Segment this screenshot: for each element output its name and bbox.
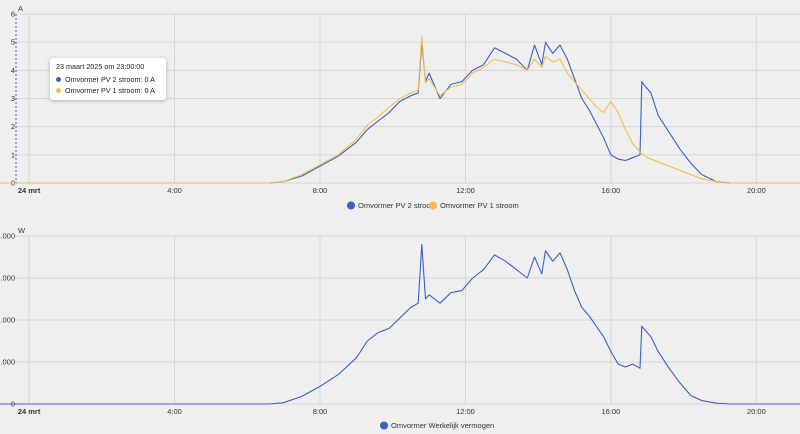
- legend-item[interactable]: Omvormer PV 1 stroom: [429, 201, 519, 210]
- y-tick-label: 1: [11, 150, 15, 159]
- y-tick-label: 5: [11, 38, 15, 47]
- tooltip-row-pv1: Omvormer PV 1 stroom: 0 A: [56, 86, 160, 95]
- legend-dot-icon: [347, 201, 355, 210]
- legend-label: Omvormer Werkelijk vermogen: [391, 421, 494, 430]
- legend-dot-icon: [429, 201, 437, 210]
- series-line-2[interactable]: [0, 35, 800, 184]
- y-tick-label: 3.000: [0, 274, 15, 283]
- x-tick-label: 16:00: [602, 407, 621, 416]
- x-tick-label: 8:00: [313, 186, 328, 195]
- x-tick-label: 4:00: [167, 186, 182, 195]
- y-tick-label: 2.000: [0, 316, 15, 325]
- x-tick-label: 12:00: [456, 186, 475, 195]
- x-tick-label: 12:00: [456, 407, 475, 416]
- x-tick-label: 20:00: [747, 186, 766, 195]
- x-tick-label: 8:00: [313, 407, 328, 416]
- legend-label: Omvormer PV 2 stroom: [358, 201, 437, 210]
- x-tick-label: 4:00: [167, 407, 182, 416]
- series-line-1[interactable]: [0, 243, 800, 405]
- x-tick-label: 24 mrt: [18, 407, 41, 416]
- series-line-1[interactable]: [0, 41, 800, 184]
- legend-item[interactable]: Omvormer Werkelijk vermogen: [380, 421, 494, 430]
- y-axis-unit-label: A: [18, 4, 23, 13]
- pv1-dot-icon: [56, 88, 61, 93]
- y-axis-unit-label: W: [18, 226, 26, 235]
- y-tick-label: 4.000: [0, 232, 15, 241]
- tooltip-title: 23 maart 2025 om 23:00:00: [56, 62, 145, 71]
- x-tick-label: 16:00: [602, 186, 621, 195]
- y-tick-label: 6: [11, 10, 15, 19]
- legend-item[interactable]: Omvormer PV 2 stroom: [347, 201, 437, 210]
- pv2-dot-icon: [56, 77, 61, 82]
- tooltip-row-label: Omvormer PV 1 stroom: 0 A: [65, 86, 155, 95]
- legend-dot-icon: [380, 421, 388, 430]
- y-tick-label: 2: [11, 122, 15, 131]
- legend-label: Omvormer PV 1 stroom: [440, 201, 519, 210]
- x-tick-label: 24 mrt: [18, 186, 41, 195]
- y-tick-label: 4: [11, 66, 15, 75]
- x-tick-label: 20:00: [747, 407, 766, 416]
- chart-tooltip: 23 maart 2025 om 23:00:00 Omvormer PV 2 …: [50, 58, 166, 100]
- y-tick-label: 3: [11, 94, 15, 103]
- y-tick-label: 1.000: [0, 358, 15, 367]
- tooltip-row-pv2: Omvormer PV 2 stroom: 0 A: [56, 75, 160, 84]
- tooltip-row-label: Omvormer PV 2 stroom: 0 A: [65, 75, 155, 84]
